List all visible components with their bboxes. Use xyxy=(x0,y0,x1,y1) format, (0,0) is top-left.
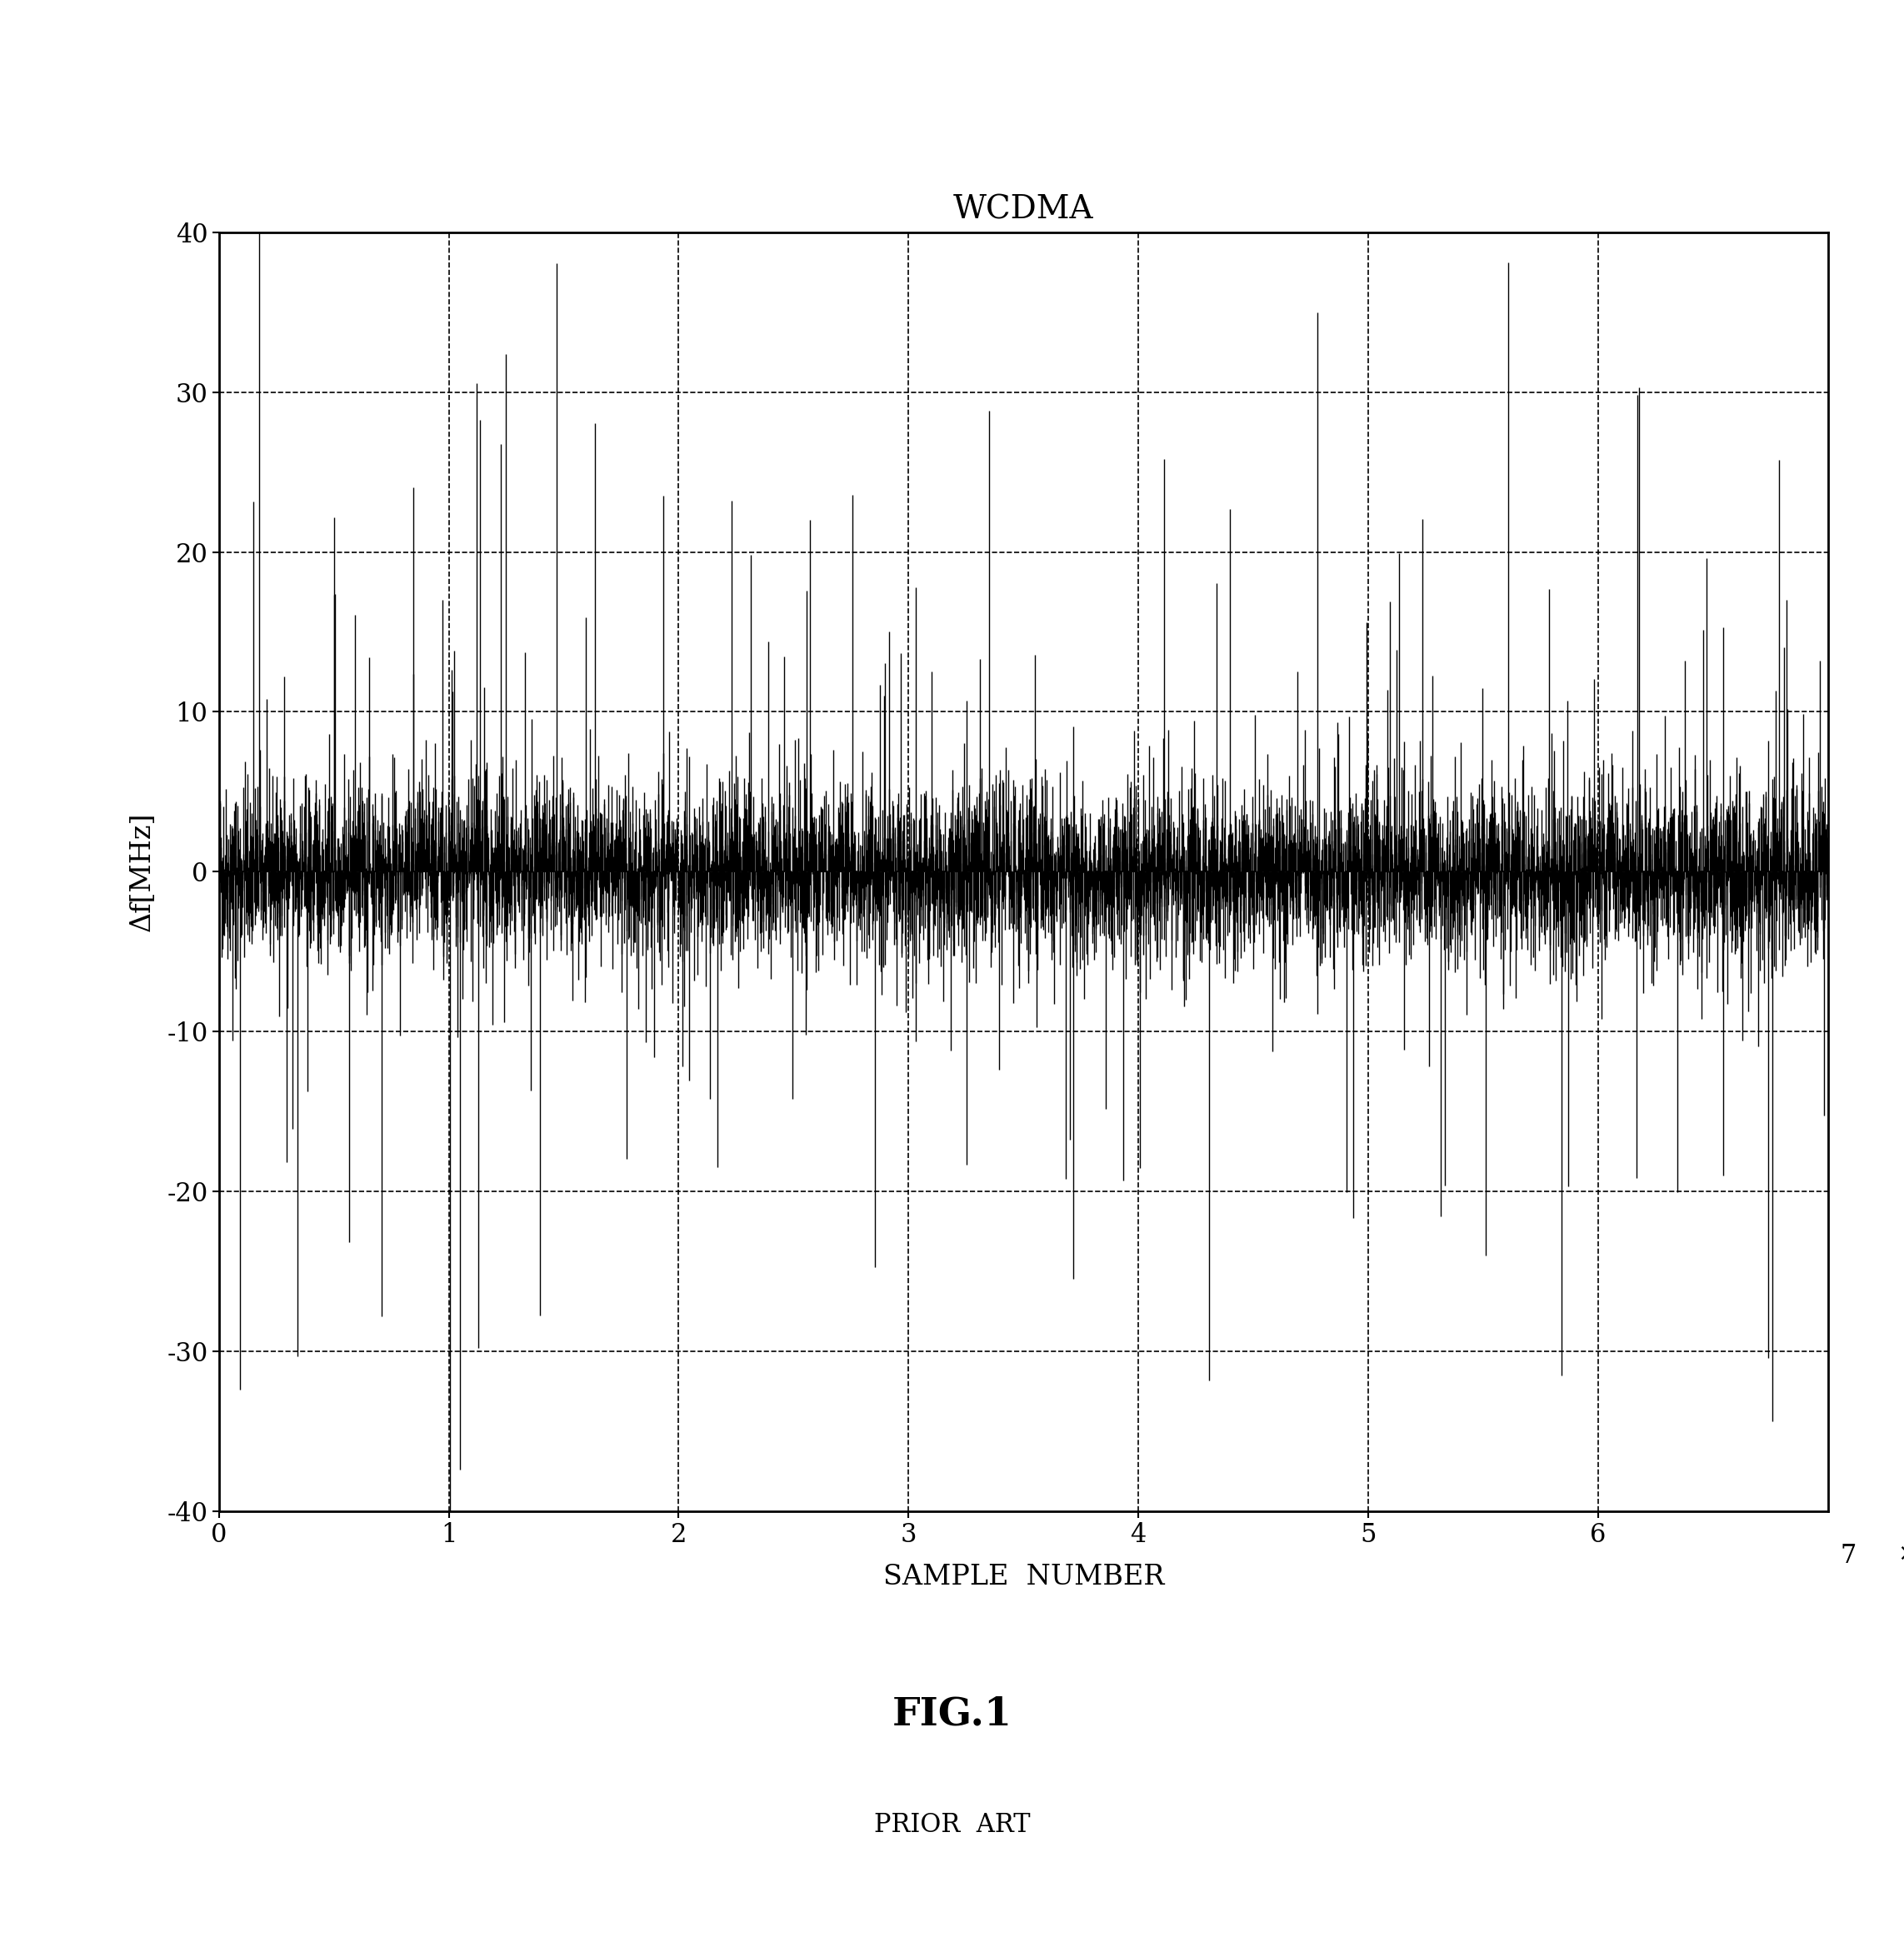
Text: $\times10^5$: $\times10^5$ xyxy=(1896,1542,1904,1565)
Text: PRIOR  ART: PRIOR ART xyxy=(874,1811,1030,1838)
X-axis label: SAMPLE  NUMBER: SAMPLE NUMBER xyxy=(883,1563,1163,1590)
Y-axis label: Δf[MHz]: Δf[MHz] xyxy=(129,812,156,932)
Title: WCDMA: WCDMA xyxy=(954,194,1093,225)
Text: FIG.1: FIG.1 xyxy=(891,1695,1013,1734)
Text: 7: 7 xyxy=(1841,1544,1856,1569)
